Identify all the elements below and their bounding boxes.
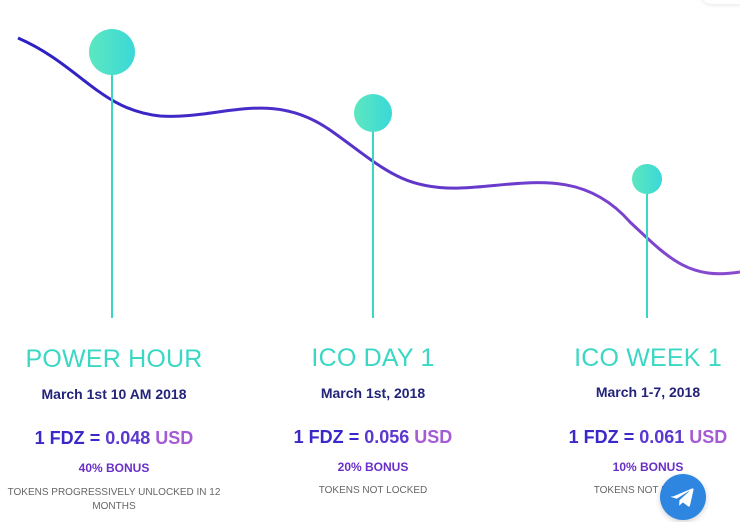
tier-bonus: 40% BONUS — [78, 461, 150, 475]
marker-dot-power-hour — [89, 29, 135, 75]
telegram-chat-button[interactable] — [660, 474, 706, 520]
price-value: 0.056 — [364, 427, 410, 447]
tier-bonus: 10% BONUS — [612, 460, 684, 474]
price-currency: USD — [414, 427, 453, 447]
telegram-plane-icon — [671, 488, 694, 507]
price-equals: = — [89, 428, 101, 448]
tier-date: March 1st, 2018 — [320, 385, 426, 401]
price-curve-line — [17, 36, 740, 276]
tier-date: March 1st 10 AM 2018 — [41, 386, 187, 402]
tier-title: POWER HOUR — [25, 345, 203, 373]
price-value: 0.061 — [639, 427, 685, 447]
top-corner-shape — [700, 0, 740, 4]
tier-note: TOKENS PROGRESSIVELY UNLOCKED IN 12 MONT… — [7, 487, 221, 512]
price-equals: = — [623, 427, 635, 447]
tier-note: TOKENS NOT LOCKED — [318, 485, 428, 496]
price-equals: = — [348, 427, 360, 447]
marker-dot-ico-week-1 — [632, 164, 662, 194]
tier-title: ICO DAY 1 — [311, 344, 435, 372]
price-currency: USD — [155, 428, 194, 448]
price-token: 1 FDZ — [568, 427, 619, 447]
tier-price: 1 FDZ = 0.048 USD — [2, 428, 226, 449]
price-curve-graphic — [17, 29, 740, 318]
tier-price: 1 FDZ = 0.056 USD — [263, 427, 483, 448]
price-value: 0.048 — [105, 428, 151, 448]
tier-price: 1 FDZ = 0.061 USD — [538, 427, 740, 448]
price-token: 1 FDZ — [34, 428, 85, 448]
price-token: 1 FDZ — [293, 427, 344, 447]
tier-title: ICO WEEK 1 — [574, 344, 722, 372]
tier-note: TOKENS NOT LOCKED — [593, 485, 703, 496]
tier-bonus: 20% BONUS — [337, 460, 409, 474]
marker-dot-ico-day-1 — [354, 94, 392, 132]
price-currency: USD — [689, 427, 728, 447]
tier-date: March 1-7, 2018 — [595, 384, 701, 400]
